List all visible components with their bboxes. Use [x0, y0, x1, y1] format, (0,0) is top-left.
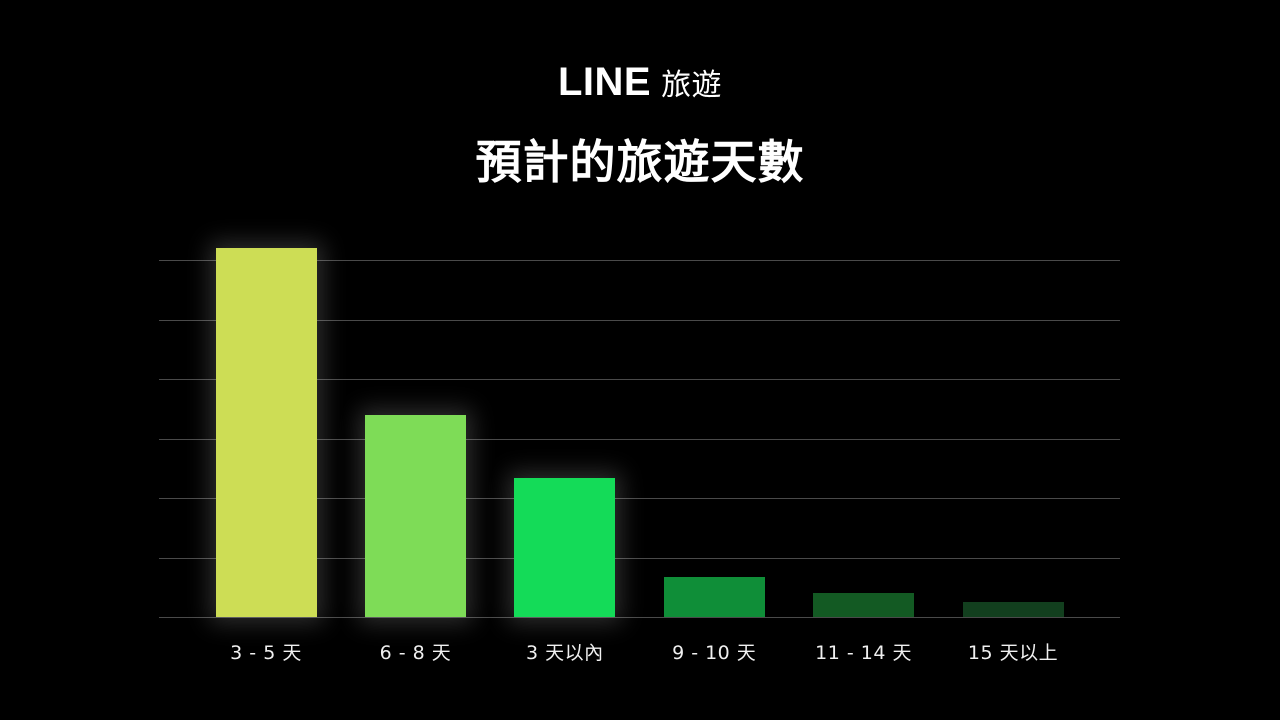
- x-axis-label: 9 - 10 天: [672, 642, 757, 664]
- gridline: [159, 260, 1120, 261]
- x-axis-label: 15 天以上: [967, 642, 1059, 664]
- gridline: [159, 438, 1120, 440]
- gridline: [159, 557, 1120, 559]
- x-axis-label: 6 - 8 天: [379, 642, 452, 664]
- brand-subtitle: 旅遊: [661, 68, 723, 103]
- x-axis-label: 11 - 14 天: [815, 642, 913, 664]
- plot-area: [159, 200, 1120, 618]
- bar-4: [663, 577, 765, 617]
- bar-1: [215, 248, 317, 617]
- gridline: [159, 319, 1120, 321]
- gridline: [159, 617, 1120, 618]
- gridline: [159, 498, 1120, 499]
- x-axis-label: 3 - 5 天: [230, 642, 302, 664]
- gridline: [159, 379, 1120, 380]
- bar-6: [962, 602, 1064, 617]
- bar-5: [813, 593, 915, 617]
- bar-3: [514, 477, 616, 617]
- brand-header: LINE 旅遊: [0, 60, 1280, 108]
- chart-title: 預計的旅遊天數: [475, 135, 805, 189]
- bar-2: [364, 414, 466, 617]
- brand-logo-text: LINE: [557, 60, 652, 104]
- x-axis-label: 3 天以內: [525, 642, 604, 664]
